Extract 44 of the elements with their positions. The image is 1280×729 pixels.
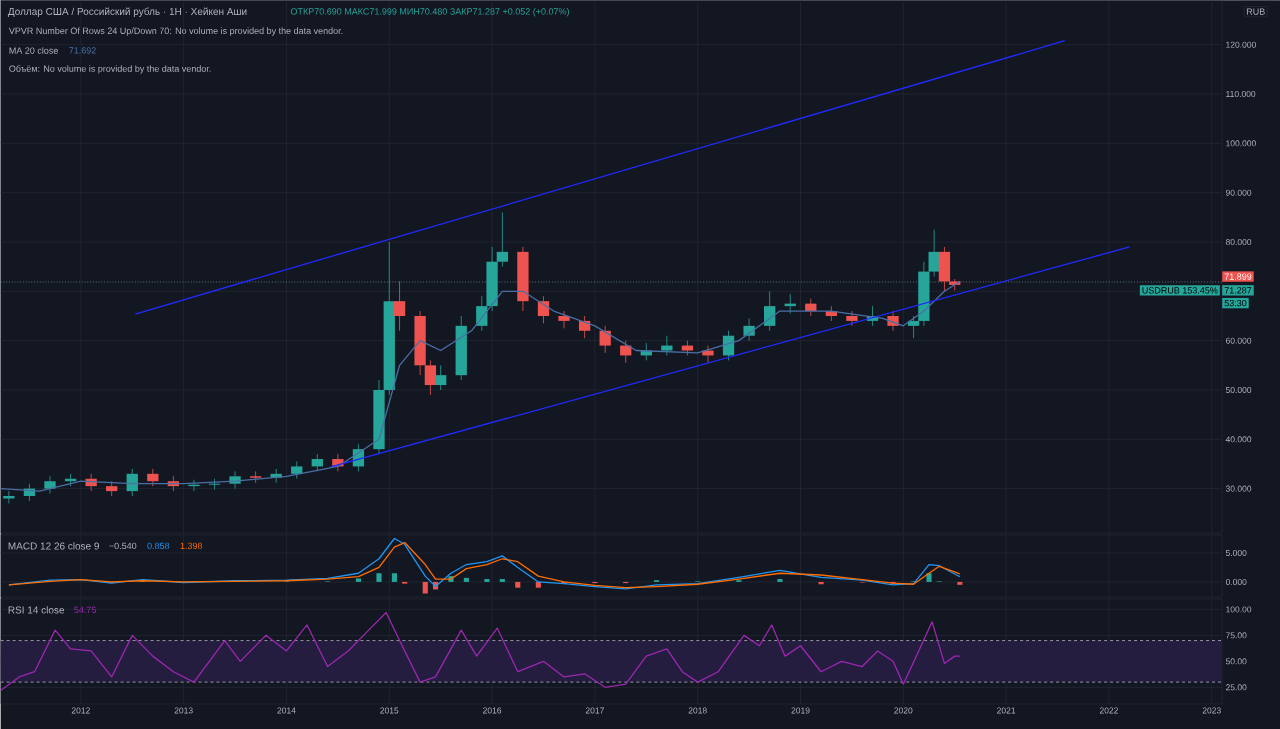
annotation: 54.75	[74, 606, 97, 614]
y-tick-label: 50.000	[1225, 387, 1252, 394]
text: 71.287	[1224, 287, 1252, 294]
x-tick-label: 2012	[71, 707, 90, 714]
annotation: −0.540	[109, 542, 137, 550]
y-tick-label: 110.000	[1226, 91, 1256, 98]
x-tick-label: 2022	[1099, 707, 1118, 714]
text: MACD 12 26 close 9	[8, 542, 100, 550]
x-tick-label: 2016	[483, 707, 502, 714]
y-tick-label: 40.000	[1225, 436, 1252, 443]
x-tick-label: 2018	[688, 707, 707, 714]
ref-line-label: 71.899	[1224, 273, 1252, 280]
y-tick-label: 5.000	[1225, 550, 1247, 557]
x-tick-label: 2014	[277, 707, 296, 714]
y-tick-label: 25.00	[1225, 684, 1247, 691]
x-tick-label: 2021	[997, 707, 1016, 714]
annotation: 1.398	[180, 542, 203, 550]
x-tick-label: 2013	[174, 707, 193, 714]
y-tick-label: 100.000	[1226, 140, 1256, 147]
y-tick-label: 100.00	[1226, 606, 1252, 613]
y-tick-label: 120.000	[1226, 41, 1256, 48]
y-tick-label: 90.000	[1225, 189, 1252, 196]
x-tick-label: 2020	[894, 707, 913, 714]
text: RSI 14 close	[8, 606, 65, 614]
y-tick-label: 50.00	[1225, 658, 1247, 665]
annotation: ОТКР70.690 МАКС71.999 МИН70.480 ЗАКР71.287 +0.052 (+0.07%)	[290, 8, 569, 17]
y-tick-label: 80.000	[1225, 239, 1252, 246]
y-tick-label: 75.00	[1226, 632, 1247, 639]
annotation: USDRUB 153.45%	[1142, 287, 1218, 294]
y-tick-label: 60.000	[1226, 337, 1252, 344]
text: Доллар США / Российский рубль · 1H · Хейкен Аши	[7, 7, 247, 17]
text: RUB	[1246, 8, 1265, 15]
annotation: 71.692	[69, 47, 96, 54]
annotation: VPVR Number Of Rows 24 Up/Down 70: No volume is provided by the data vendor.	[8, 27, 343, 36]
x-tick-label: 2015	[380, 707, 399, 714]
x-tick-label: 2019	[791, 707, 810, 714]
x-tick-label: 2023	[1202, 707, 1221, 714]
annotation: Объём: No volume is provided by the data vendor.	[9, 65, 211, 74]
annotation: 0.858	[147, 542, 170, 550]
y-tick-label: 0.000	[1225, 578, 1247, 585]
x-tick-label: 2017	[585, 707, 604, 714]
text: 53:30	[1224, 299, 1247, 307]
y-tick-label: 30.000	[1225, 485, 1252, 492]
annotation: MA 20 close	[9, 47, 58, 54]
